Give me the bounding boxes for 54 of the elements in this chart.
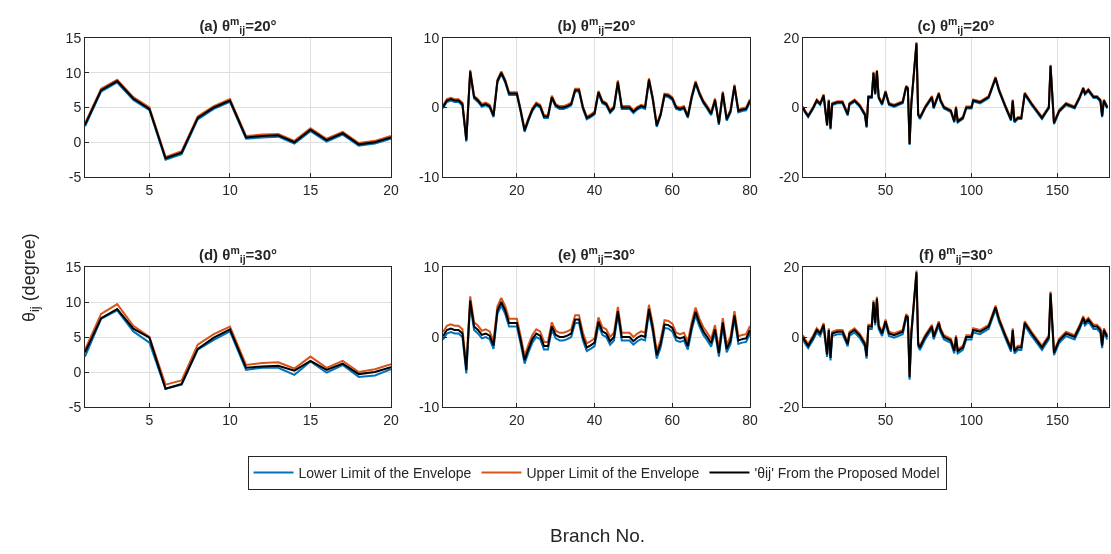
x-tick-label: 10 bbox=[222, 181, 238, 198]
y-tick-label: 0 bbox=[431, 328, 440, 345]
chart-title: (c) θ$^{m}$$_{ij}$=20° bbox=[917, 14, 995, 37]
chart-title: (e) θ$^{m}$$_{ij}$=30° bbox=[557, 243, 636, 266]
y-tick-label: -10 bbox=[418, 168, 440, 185]
legend-label: Upper Limit of the Envelope bbox=[526, 465, 700, 482]
y-tick-label: 15 bbox=[65, 29, 82, 46]
x-tick-label: 80 bbox=[742, 411, 758, 428]
y-tick-label: 0 bbox=[791, 99, 800, 116]
y-tick-label: 20 bbox=[783, 29, 800, 46]
x-tick-label: 20 bbox=[509, 181, 525, 198]
x-tick-label: 20 bbox=[383, 411, 399, 428]
x-tick-label: 20 bbox=[383, 181, 399, 198]
y-tick-label: 10 bbox=[423, 258, 440, 275]
x-tick-label: 60 bbox=[664, 411, 681, 428]
x-tick-label: 40 bbox=[586, 411, 603, 428]
x-tick-label: 15 bbox=[302, 181, 319, 198]
x-axis-title: Branch No. bbox=[550, 525, 646, 546]
y-tick-label: 0 bbox=[791, 328, 800, 345]
y-tick-label: 15 bbox=[65, 258, 82, 275]
y-tick-label: -20 bbox=[778, 398, 800, 415]
y-tick-label: 10 bbox=[65, 293, 82, 310]
x-tick-label: 150 bbox=[1045, 181, 1070, 198]
y-tick-label: 10 bbox=[65, 64, 82, 81]
y-tick-label: 5 bbox=[73, 328, 82, 345]
y-tick-label: 20 bbox=[783, 258, 800, 275]
chart-title: (a) θ$^{m}$$_{ij}$=20° bbox=[199, 14, 277, 37]
x-tick-label: 5 bbox=[145, 181, 154, 198]
x-tick-label: 50 bbox=[877, 181, 894, 198]
x-tick-label: 20 bbox=[509, 411, 525, 428]
y-tick-label: 0 bbox=[73, 363, 82, 380]
legend-label: 'θij' From the Proposed Model bbox=[754, 465, 940, 482]
y-tick-label: -20 bbox=[778, 168, 800, 185]
chart-title: (b) θ$^{m}$$_{ij}$=20° bbox=[557, 14, 636, 37]
y-tick-label: -10 bbox=[418, 398, 440, 415]
x-tick-label: 100 bbox=[959, 411, 984, 428]
y-tick-label: 0 bbox=[431, 99, 440, 116]
x-tick-label: 150 bbox=[1045, 411, 1070, 428]
x-tick-label: 100 bbox=[959, 181, 984, 198]
x-tick-label: 40 bbox=[586, 181, 603, 198]
x-tick-label: 60 bbox=[664, 181, 681, 198]
chart-title: (f) θ$^{m}$$_{ij}$=30° bbox=[919, 243, 993, 266]
x-tick-label: 10 bbox=[222, 411, 238, 428]
x-tick-label: 5 bbox=[145, 411, 154, 428]
y-tick-label: -5 bbox=[68, 398, 82, 415]
x-tick-label: 80 bbox=[742, 181, 758, 198]
y-tick-label: 5 bbox=[73, 99, 82, 116]
x-tick-label: 50 bbox=[877, 411, 894, 428]
x-tick-label: 15 bbox=[302, 411, 319, 428]
chart-title: (d) θ$^{m}$$_{ij}$=30° bbox=[198, 243, 278, 266]
y-tick-label: -5 bbox=[68, 168, 82, 185]
y-tick-label: 10 bbox=[423, 29, 440, 46]
y-tick-label: 0 bbox=[73, 134, 82, 151]
legend-label: Lower Limit of the Envelope bbox=[298, 465, 472, 482]
